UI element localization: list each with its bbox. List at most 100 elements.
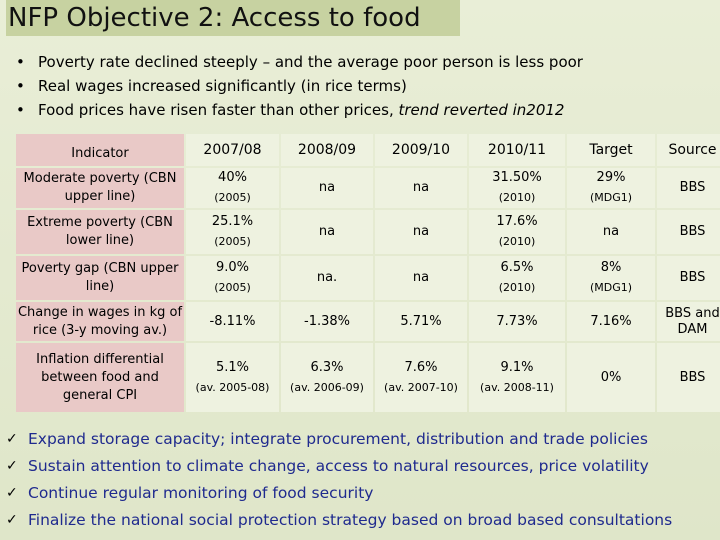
cell-value: BBS and DAM bbox=[665, 305, 720, 337]
table-cell: -8.11% bbox=[186, 302, 279, 341]
table-cell: 6.3% (av. 2006-09) bbox=[281, 343, 373, 412]
cell-value: 7.73% bbox=[496, 313, 538, 329]
action-text: Sustain attention to climate change, acc… bbox=[28, 457, 649, 475]
row-indicator: Extreme poverty (CBN lower line) bbox=[16, 210, 184, 254]
table-cell: 7.16% bbox=[567, 302, 655, 341]
bullet-icon: • bbox=[16, 77, 25, 95]
table-cell: 8% (MDG1) bbox=[567, 256, 655, 300]
table-cell: 0% bbox=[567, 343, 655, 412]
table-cell: BBS bbox=[657, 210, 720, 254]
table-cell: na. bbox=[281, 256, 373, 300]
cell-note: (av. 2006-09) bbox=[290, 380, 364, 394]
cell-note: (2010) bbox=[498, 191, 536, 204]
checkmark-icon: ✓ bbox=[6, 485, 18, 501]
header-2010-11: 2010/11 bbox=[469, 134, 565, 166]
table-cell: BBS bbox=[657, 256, 720, 300]
table-cell: 9.1% (av. 2008-11) bbox=[469, 343, 565, 412]
row-indicator: Moderate poverty (CBN upper line) bbox=[16, 168, 184, 208]
row-indicator: Change in wages in kg of rice (3-y movin… bbox=[16, 302, 184, 341]
table-cell: 5.71% bbox=[375, 302, 467, 341]
cell-value: na bbox=[318, 180, 336, 195]
cell-value: 0% bbox=[600, 369, 622, 385]
action-text: Continue regular monitoring of food secu… bbox=[28, 484, 374, 502]
cell-value: 6.3% bbox=[310, 359, 344, 375]
action-item: ✓ Sustain attention to climate change, ac… bbox=[6, 453, 716, 480]
cell-value: na bbox=[412, 270, 430, 285]
cell-value: 17.6% bbox=[496, 214, 538, 229]
header-2009-10: 2009/10 bbox=[375, 134, 467, 166]
cell-value: 6.5% bbox=[500, 260, 534, 275]
table-cell: na bbox=[567, 210, 655, 254]
action-list: ✓ Expand storage capacity; integrate proc… bbox=[6, 426, 716, 534]
cell-value: na bbox=[318, 224, 336, 239]
cell-value: na bbox=[412, 224, 430, 239]
cell-note: (2005) bbox=[214, 281, 251, 294]
cell-value: BBS bbox=[679, 180, 706, 195]
bullet-text: Poverty rate declined steeply – and the … bbox=[38, 53, 583, 71]
cell-value: -8.11% bbox=[209, 313, 256, 329]
header-2008-09: 2008/09 bbox=[281, 134, 373, 166]
table-cell: 31.50% (2010) bbox=[469, 168, 565, 208]
cell-value: -1.38% bbox=[304, 313, 350, 329]
table-cell: 17.6% (2010) bbox=[469, 210, 565, 254]
cell-note: (2010) bbox=[498, 281, 536, 294]
cell-note: (2005) bbox=[214, 235, 251, 248]
table-cell: 6.5% (2010) bbox=[469, 256, 565, 300]
table-cell: BBS bbox=[657, 168, 720, 208]
cell-note: (2010) bbox=[498, 235, 536, 248]
bullet-icon: • bbox=[16, 101, 25, 119]
table-cell: BBS bbox=[657, 343, 720, 412]
cell-value: 5.71% bbox=[400, 313, 442, 329]
bullet-text: Food prices have risen faster than other… bbox=[38, 101, 399, 119]
bullet-item: • Real wages increased significantly (in … bbox=[16, 74, 716, 98]
header-2007-08: 2007/08 bbox=[186, 134, 279, 166]
row-indicator: Poverty gap (CBN upper line) bbox=[16, 256, 184, 300]
checkmark-icon: ✓ bbox=[6, 512, 18, 528]
cell-value: BBS bbox=[679, 270, 706, 285]
action-text: Finalize the national social protection … bbox=[28, 511, 673, 529]
bullet-text: Real wages increased significantly (in r… bbox=[38, 77, 407, 95]
page-title: NFP Objective 2: Access to food bbox=[6, 0, 460, 36]
cell-value: na bbox=[412, 180, 430, 195]
cell-value: na. bbox=[316, 270, 338, 285]
cell-value: 9.1% bbox=[500, 359, 534, 375]
cell-note: (2005) bbox=[214, 191, 251, 204]
table-cell: na bbox=[281, 168, 373, 208]
cell-value: 40% bbox=[218, 170, 247, 185]
bullet-item: • Poverty rate declined steeply – and the… bbox=[16, 50, 716, 74]
cell-value: 31.50% bbox=[492, 170, 542, 185]
table-cell: -1.38% bbox=[281, 302, 373, 341]
header-source: Source bbox=[657, 134, 720, 166]
checkmark-icon: ✓ bbox=[6, 431, 18, 447]
action-item: ✓ Finalize the national social protection… bbox=[6, 507, 716, 534]
cell-note: (MDG1) bbox=[589, 191, 633, 204]
cell-value: BBS bbox=[679, 224, 706, 239]
bullet-icon: • bbox=[16, 53, 25, 71]
cell-note: (MDG1) bbox=[589, 281, 633, 294]
table-cell: 29% (MDG1) bbox=[567, 168, 655, 208]
cell-value: 29% bbox=[596, 170, 626, 185]
table-cell: na bbox=[375, 210, 467, 254]
cell-value: 7.16% bbox=[590, 313, 632, 329]
table-cell: 9.0% (2005) bbox=[186, 256, 279, 300]
cell-note: (av. 2007-10) bbox=[384, 380, 458, 394]
cell-note: (av. 2005-08) bbox=[195, 380, 270, 394]
cell-value: 7.6% bbox=[404, 359, 438, 375]
row-indicator: Inflation differential between food and … bbox=[16, 343, 184, 412]
bullet-list: • Poverty rate declined steeply – and the… bbox=[16, 50, 716, 122]
table-cell: 40% (2005) bbox=[186, 168, 279, 208]
table-cell: BBS and DAM bbox=[657, 302, 720, 341]
action-text: Expand storage capacity; integrate procu… bbox=[28, 430, 648, 448]
table-cell: 7.6% (av. 2007-10) bbox=[375, 343, 467, 412]
cell-value: 5.1% bbox=[215, 359, 250, 375]
cell-value: 25.1% bbox=[211, 214, 254, 229]
bullet-italic-text: trend reverted in2012 bbox=[398, 101, 565, 119]
cell-value: 9.0% bbox=[215, 260, 250, 275]
table-cell: na bbox=[375, 168, 467, 208]
checkmark-icon: ✓ bbox=[6, 458, 18, 474]
indicator-table: Indicator 2007/08 2008/09 2009/10 2010/1… bbox=[16, 134, 720, 412]
cell-note: (av. 2008-11) bbox=[480, 380, 554, 394]
table-cell: na bbox=[281, 210, 373, 254]
table-cell: 7.73% bbox=[469, 302, 565, 341]
action-item: ✓ Expand storage capacity; integrate proc… bbox=[6, 426, 716, 453]
